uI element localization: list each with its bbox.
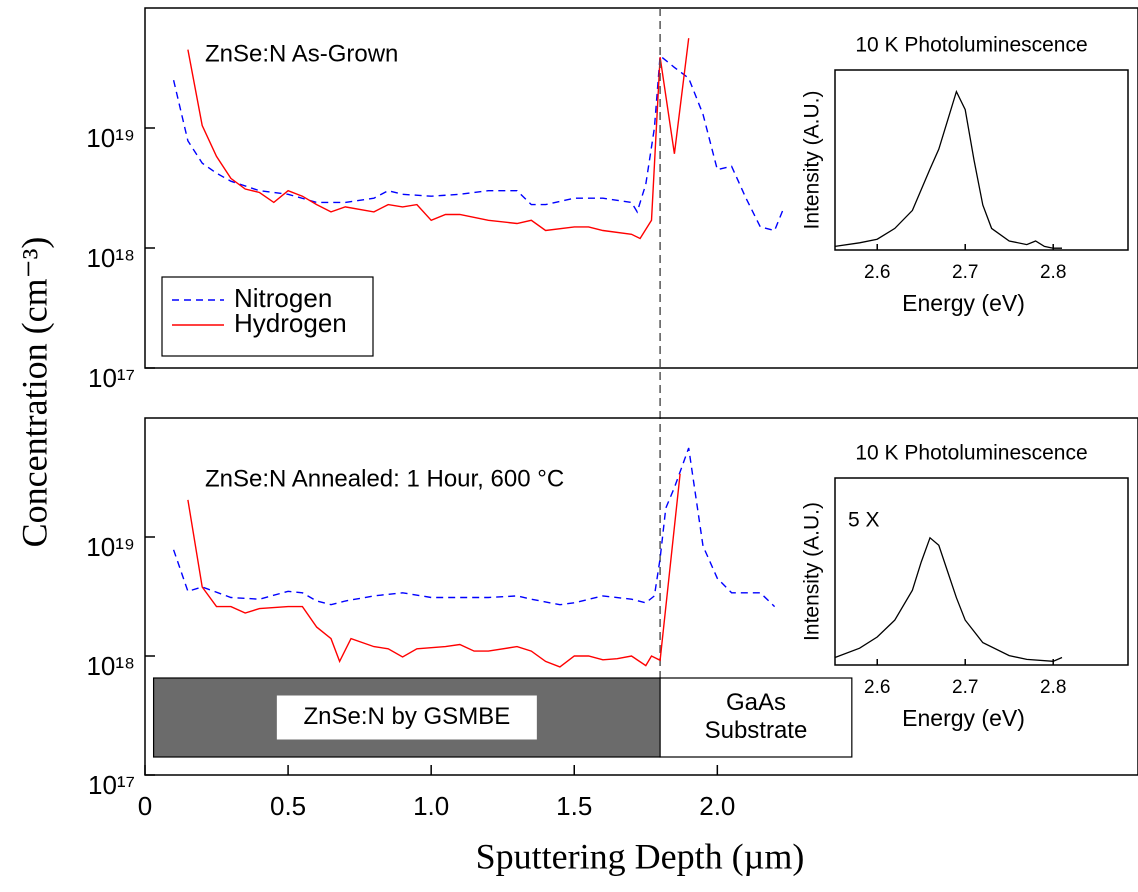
region-label: GaAs xyxy=(726,689,786,716)
annotation: 5 X xyxy=(848,509,880,532)
plot-frame xyxy=(834,69,1129,251)
series-line xyxy=(172,54,784,232)
y-tick-label: 10¹⁷ xyxy=(88,363,135,393)
x-tick-label: 0 xyxy=(138,791,152,821)
inset-title: 10 K Photoluminescence xyxy=(855,34,1087,57)
x-tick-label: 2.7 xyxy=(952,262,978,283)
region-label-box xyxy=(276,695,537,740)
x-axis-label: Sputtering Depth (µm) xyxy=(476,836,805,876)
region-label: Substrate xyxy=(705,717,808,744)
plot-frame xyxy=(144,417,1138,776)
inset-title: 10 K Photoluminescence xyxy=(855,442,1087,465)
x-tick-label: 2.7 xyxy=(952,677,978,698)
x-tick-label: 0.5 xyxy=(270,791,306,821)
legend-label: Hydrogen xyxy=(234,308,347,338)
annotation: ZnSe:N As-Grown xyxy=(205,40,398,67)
plot-frame xyxy=(834,477,1129,666)
x-tick-label: 1.5 xyxy=(556,791,592,821)
series-line xyxy=(187,473,681,668)
inset-y-label: Intensity (A.U.) xyxy=(801,91,824,230)
x-tick-label: 2.8 xyxy=(1040,262,1066,283)
x-tick-label: 2.6 xyxy=(864,677,890,698)
series-line xyxy=(172,447,776,608)
y-tick-label: 10¹⁷ xyxy=(88,770,135,800)
annotation: ZnSe:N Annealed: 1 Hour, 600 °C xyxy=(205,465,564,492)
x-tick-label: 2.0 xyxy=(699,791,735,821)
y-axis-label: Concentration (cm⁻³) xyxy=(14,237,54,548)
x-tick-label: 2.6 xyxy=(864,262,890,283)
y-tick-label: 10¹⁹ xyxy=(86,123,135,153)
y-tick-label: 10¹⁸ xyxy=(86,243,135,273)
legend-box xyxy=(161,276,374,357)
series-line xyxy=(187,38,690,240)
region-label: ZnSe:N by GSMBE xyxy=(303,703,510,730)
legend-label: Nitrogen xyxy=(234,283,332,313)
x-tick-label: 2.8 xyxy=(1040,677,1066,698)
region xyxy=(659,677,853,758)
inset-x-label: Energy (eV) xyxy=(902,705,1025,731)
y-tick-label: 10¹⁸ xyxy=(86,651,135,681)
plot-frame xyxy=(144,7,1138,369)
inset-x-label: Energy (eV) xyxy=(902,290,1025,316)
x-tick-label: 1.0 xyxy=(413,791,449,821)
inset-y-label: Intensity (A.U.) xyxy=(801,502,824,641)
y-tick-label: 10¹⁹ xyxy=(86,532,135,562)
series-line xyxy=(834,536,1063,662)
series-line xyxy=(834,89,1062,249)
